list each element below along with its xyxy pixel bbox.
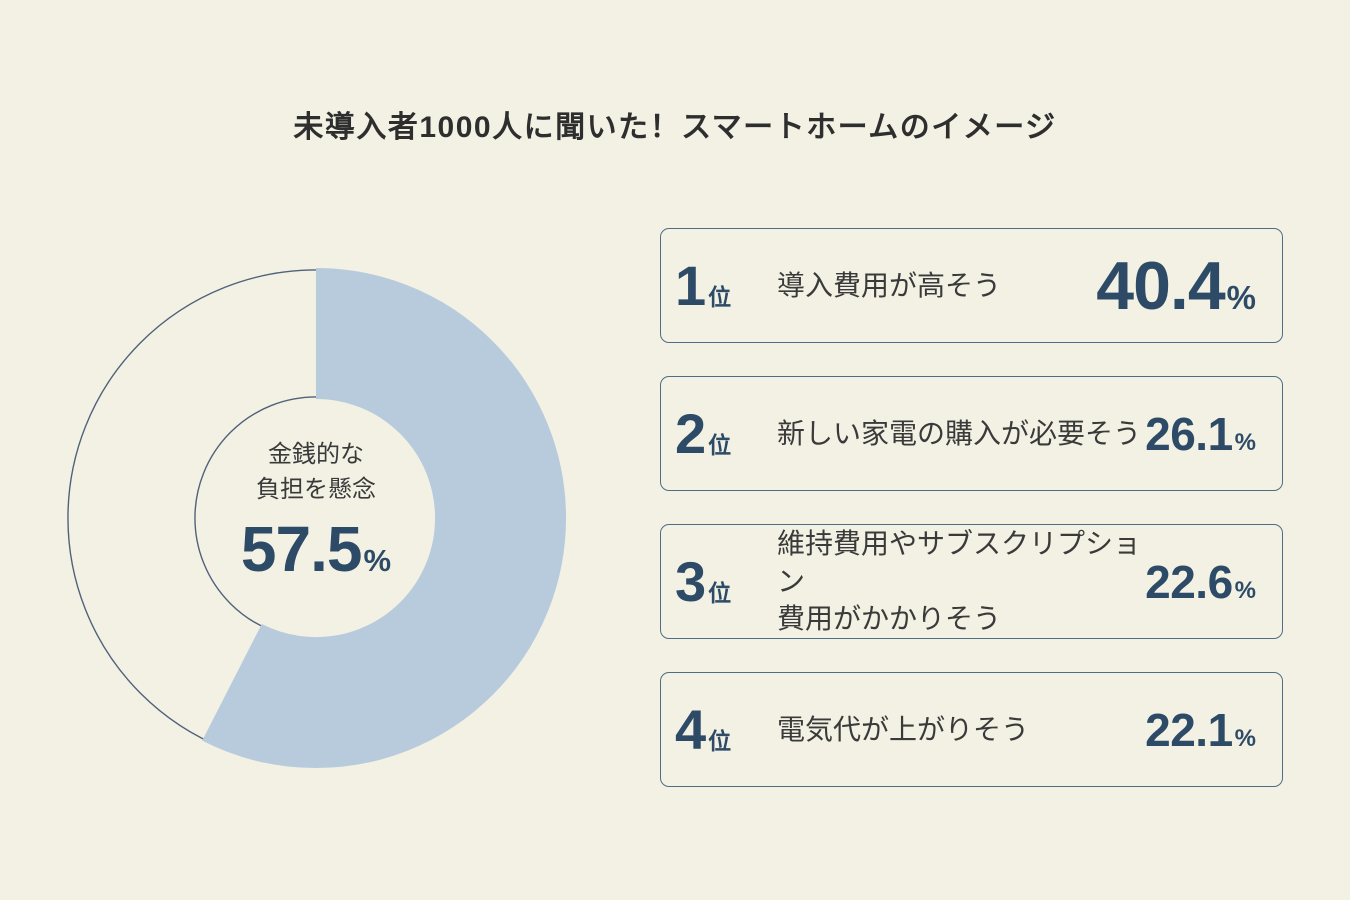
rank-number: 2 xyxy=(675,402,707,465)
rank-number: 3 xyxy=(675,550,707,613)
rank-number: 4 xyxy=(675,698,707,761)
percent-sign: % xyxy=(1226,278,1256,316)
ranking-card-4: 4位 電気代が上がりそう 22.1% xyxy=(660,672,1283,787)
rank-suffix: 位 xyxy=(708,728,732,754)
card-label: 導入費用が高そう xyxy=(777,269,1002,301)
card-label: 新しい家電の購入が必要そう xyxy=(777,417,1142,449)
rank-suffix: 位 xyxy=(708,432,732,458)
percent-sign: % xyxy=(1234,724,1256,752)
ranking-card-1: 1位 導入費用が高そう 40.4% xyxy=(660,228,1283,343)
rank: 3位 xyxy=(675,549,751,614)
rank-suffix: 位 xyxy=(708,580,732,606)
rank: 2位 xyxy=(675,401,751,466)
ranking-card-3: 3位 維持費用やサブスクリプション 費用がかかりそう 22.6% xyxy=(660,524,1283,639)
card-value: 22.1% xyxy=(1145,703,1256,756)
card-value: 26.1% xyxy=(1145,407,1256,460)
donut-arc xyxy=(65,267,567,769)
rank: 4位 xyxy=(675,697,751,762)
rank-suffix: 位 xyxy=(708,284,732,310)
card-label: 維持費用やサブスクリプション 費用がかかりそう xyxy=(777,527,1142,635)
ranking-card-2: 2位 新しい家電の購入が必要そう 26.1% xyxy=(660,376,1283,491)
percent-sign: % xyxy=(1234,576,1256,604)
rank-number: 1 xyxy=(675,254,707,317)
card-value: 40.4% xyxy=(1096,247,1256,324)
rank: 1位 xyxy=(675,253,751,318)
donut-svg xyxy=(65,267,567,769)
card-value: 22.6% xyxy=(1145,555,1256,608)
card-label: 電気代が上がりそう xyxy=(777,713,1030,745)
percent-sign: % xyxy=(1234,428,1256,456)
ranking-list: 1位 導入費用が高そう 40.4% 2位 新しい家電の購入が必要そう 26.1% xyxy=(660,228,1283,787)
donut-chart: 金銭的な 負担を懸念 57.5% xyxy=(62,264,570,772)
page-title: 未導入者1000人に聞いた！スマートホームのイメージ xyxy=(293,111,1057,144)
